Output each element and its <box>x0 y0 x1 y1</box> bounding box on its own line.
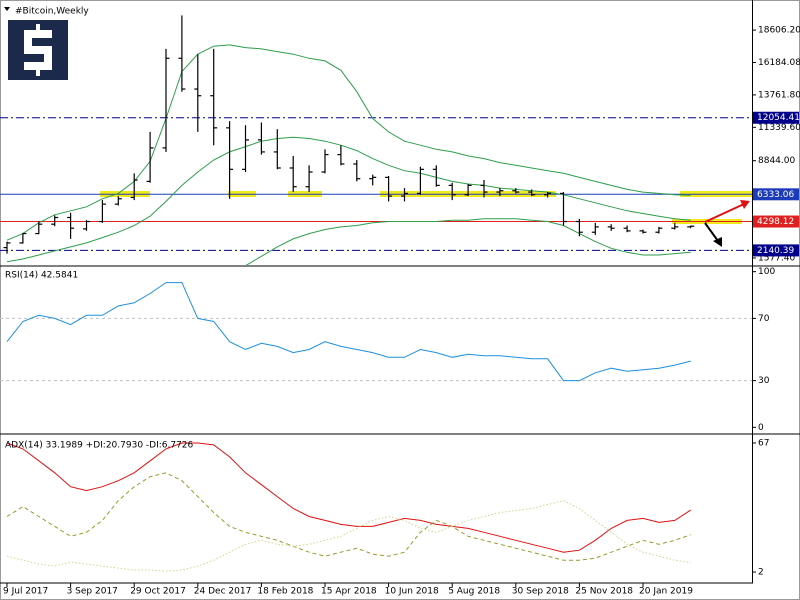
series-line <box>6 442 691 553</box>
series-line <box>6 500 691 572</box>
x-tick-label: 18 Feb 2018 <box>257 587 313 597</box>
panel <box>6 442 691 572</box>
logo <box>8 20 68 80</box>
level-label: 2140.39 <box>757 246 794 256</box>
band-line <box>6 136 691 263</box>
level-label: 4298.12 <box>757 217 794 227</box>
x-tick-label: 10 Jun 2018 <box>385 587 439 597</box>
band-line <box>245 218 691 265</box>
y-tick-label: 11339.60 <box>758 123 800 133</box>
level-box <box>753 215 799 228</box>
y-tick-label: 16184.08 <box>758 58 800 68</box>
menu-triangle[interactable] <box>4 7 10 11</box>
logo-glyph <box>24 30 52 70</box>
y-tick-label: 2 <box>758 568 764 578</box>
level-box <box>753 188 799 201</box>
y-tick-label: 100 <box>758 267 775 277</box>
band-line <box>6 44 691 241</box>
arrows <box>704 200 750 247</box>
series-line <box>6 282 691 382</box>
series-line <box>6 472 691 561</box>
logo-glyph <box>36 24 40 30</box>
arrow-head <box>740 200 750 209</box>
panel <box>0 15 752 265</box>
panel <box>0 282 752 382</box>
x-tick-label: 5 Aug 2018 <box>448 587 500 597</box>
y-tick-label: 30 <box>758 376 770 386</box>
x-tick-label: 3 Sep 2017 <box>67 587 118 597</box>
y-tick-label: 70 <box>758 314 770 324</box>
level-label: 6333.06 <box>757 190 794 200</box>
x-tick-label: 29 Oct 2017 <box>130 587 186 597</box>
y-tick-label: 18606.20 <box>758 26 800 36</box>
panel-title: #Bitcoin,Weekly <box>15 7 89 17</box>
y-tick-label: 0 <box>758 423 764 433</box>
x-tick-label: 20 Jan 2019 <box>639 587 693 597</box>
y-tick-label: 13761.80 <box>758 90 800 100</box>
x-tick-label: 25 Nov 2018 <box>575 587 633 597</box>
panel-title: RSI(14) 42.5841 <box>5 271 78 281</box>
x-tick-label: 15 Apr 2018 <box>321 587 377 597</box>
x-tick-label: 30 Sep 2018 <box>512 587 569 597</box>
panels: #Bitcoin,Weekly 18606.20 16184.08 13761.80 1… <box>0 7 800 597</box>
x-tick-label: 9 Jul 2017 <box>3 587 48 597</box>
arrow-head <box>713 237 722 247</box>
y-tick-label: 67 <box>758 438 769 448</box>
y-tick-label: 8844.00 <box>758 156 795 166</box>
x-tick-label: 24 Dec 2017 <box>194 587 252 597</box>
arrow-up <box>704 203 745 223</box>
level-box <box>753 111 799 124</box>
level-label: 12054.41 <box>757 113 800 123</box>
y-tick-label: 1577.40 <box>758 253 795 263</box>
level-box <box>753 244 799 257</box>
arrow-down <box>704 222 719 242</box>
logo-glyph <box>36 70 40 76</box>
panel-title: ADX(14) 33.1989 +DI:20.7930 -DI:6.7726 <box>5 441 194 451</box>
